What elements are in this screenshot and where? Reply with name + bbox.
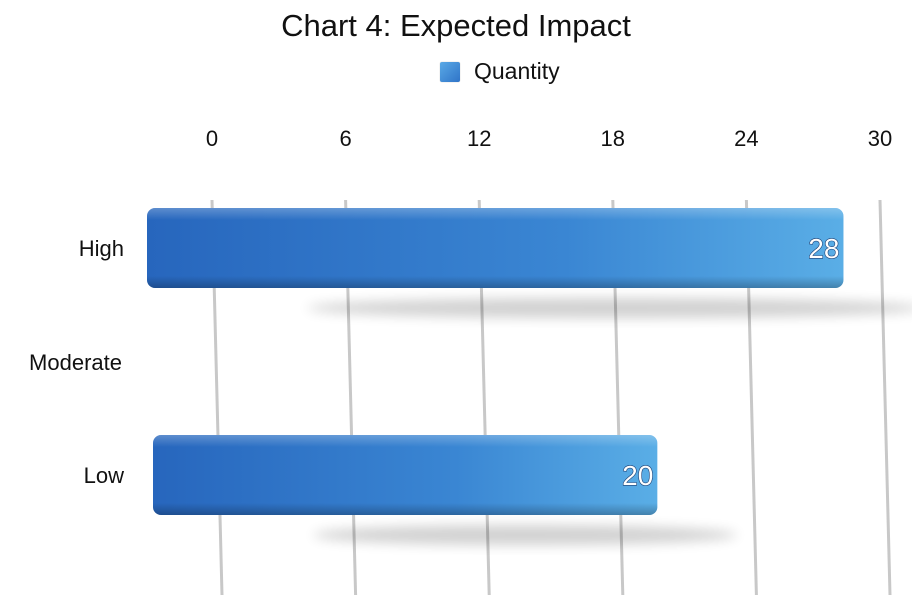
legend-swatch-quantity: [440, 61, 460, 82]
category-label-high: High: [79, 236, 124, 261]
x-tick-label-12: 12: [467, 126, 491, 151]
bar-highlight-low: [153, 435, 658, 515]
data-label-high: 28: [808, 233, 839, 264]
x-tick-label-30: 30: [868, 126, 892, 151]
gridline-30: [878, 199, 892, 596]
x-tick-label-0: 0: [206, 126, 218, 151]
chart-title: Chart 4: Expected Impact: [281, 8, 631, 43]
bar-shadow-low: [313, 525, 738, 545]
x-tick-label-6: 6: [339, 126, 351, 151]
bar-shadow-high: [307, 298, 912, 318]
category-label-moderate: Moderate: [29, 350, 122, 375]
x-tick-label-18: 18: [601, 126, 625, 151]
bar-highlight-high: [147, 208, 844, 288]
x-tick-label-24: 24: [734, 126, 758, 151]
legend: Quantity: [440, 58, 560, 85]
data-label-low: 20: [622, 460, 653, 491]
legend-label-quantity: Quantity: [474, 58, 560, 84]
category-label-low: Low: [84, 463, 124, 488]
